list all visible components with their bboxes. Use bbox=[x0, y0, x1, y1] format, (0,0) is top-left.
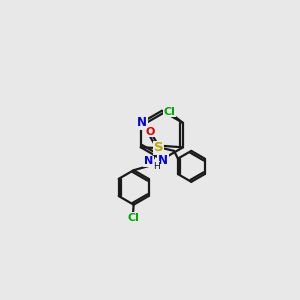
Text: O: O bbox=[146, 127, 155, 136]
Text: H: H bbox=[154, 161, 160, 170]
Text: Cl: Cl bbox=[127, 213, 139, 223]
Text: Cl: Cl bbox=[164, 107, 176, 117]
Text: N: N bbox=[137, 116, 147, 129]
Text: N: N bbox=[144, 156, 153, 166]
Text: N: N bbox=[158, 154, 168, 166]
Text: S: S bbox=[154, 141, 164, 154]
